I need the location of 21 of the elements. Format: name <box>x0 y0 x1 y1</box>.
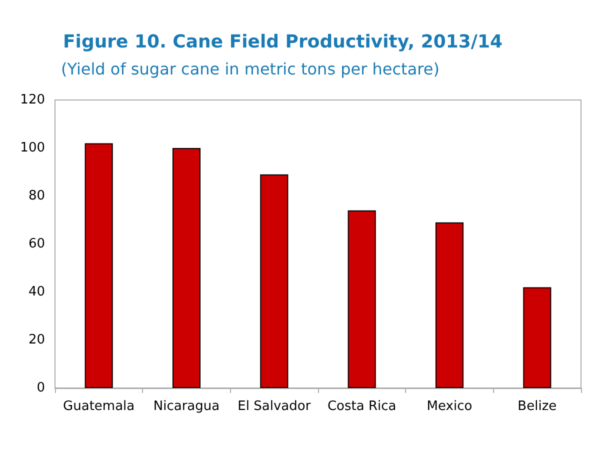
y-tick-label: 80 <box>28 188 45 204</box>
y-tick-label: 120 <box>20 92 45 108</box>
y-tick-label: 40 <box>28 284 45 300</box>
x-tick-label: Mexico <box>426 399 472 414</box>
x-tick-label: Costa Rica <box>327 399 396 414</box>
y-tick-label: 60 <box>28 236 45 252</box>
y-tick-label: 0 <box>36 380 45 396</box>
chart-subtitle: (Yield of sugar cane in metric tons per hectare) <box>61 60 440 78</box>
bar <box>172 148 201 388</box>
bar <box>348 210 376 388</box>
y-tick-label: 20 <box>28 332 45 348</box>
y-tick-label: 100 <box>20 140 45 156</box>
chart-title: Figure 10. Cane Field Productivity, 2013/14 <box>63 32 503 52</box>
x-tick-label: Nicaragua <box>153 399 220 414</box>
bar <box>435 222 464 388</box>
bar <box>84 143 113 388</box>
bar <box>523 287 552 388</box>
bar <box>260 174 288 388</box>
x-tick-label: Belize <box>518 399 557 414</box>
x-tick-label: El Salvador <box>238 399 312 414</box>
x-tick-label: Guatemala <box>63 399 135 414</box>
